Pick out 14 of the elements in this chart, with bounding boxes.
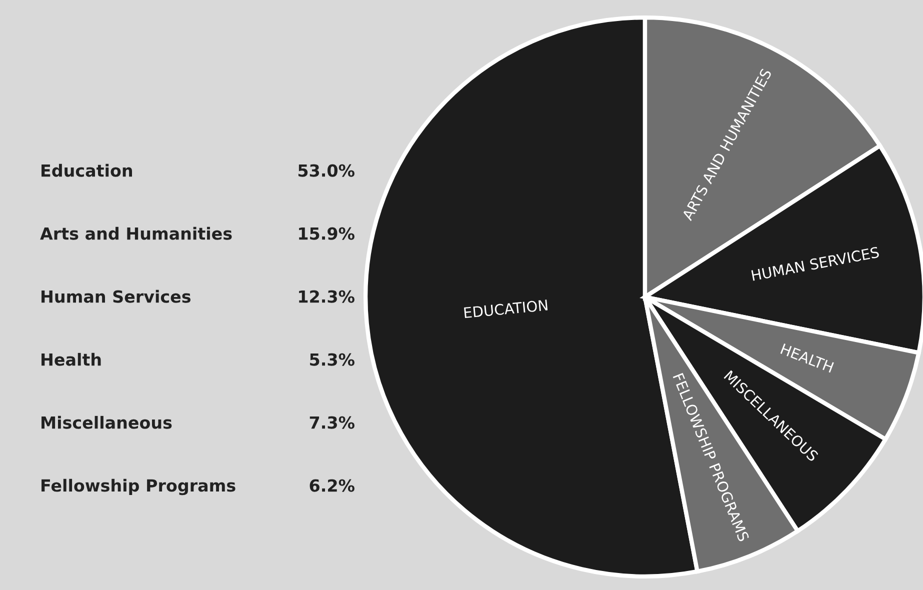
text: Arts and Humanities [40, 226, 232, 240]
text: 15.9% [299, 227, 354, 240]
slice-label: HUMAN SERVICES [751, 246, 880, 281]
slice-label: EDUCATION [464, 299, 548, 318]
text: Miscellaneous [42, 416, 172, 429]
text: 12.3% [299, 290, 354, 303]
text: Health [42, 352, 101, 366]
text: Fellowship Programs [42, 478, 236, 496]
text: 7.3% [310, 416, 354, 429]
text: 5.3% [310, 353, 354, 366]
text: 53.0% [298, 164, 354, 177]
text: 6.2% [310, 479, 354, 492]
text: Human Services [42, 290, 191, 303]
text: Education [42, 164, 132, 177]
